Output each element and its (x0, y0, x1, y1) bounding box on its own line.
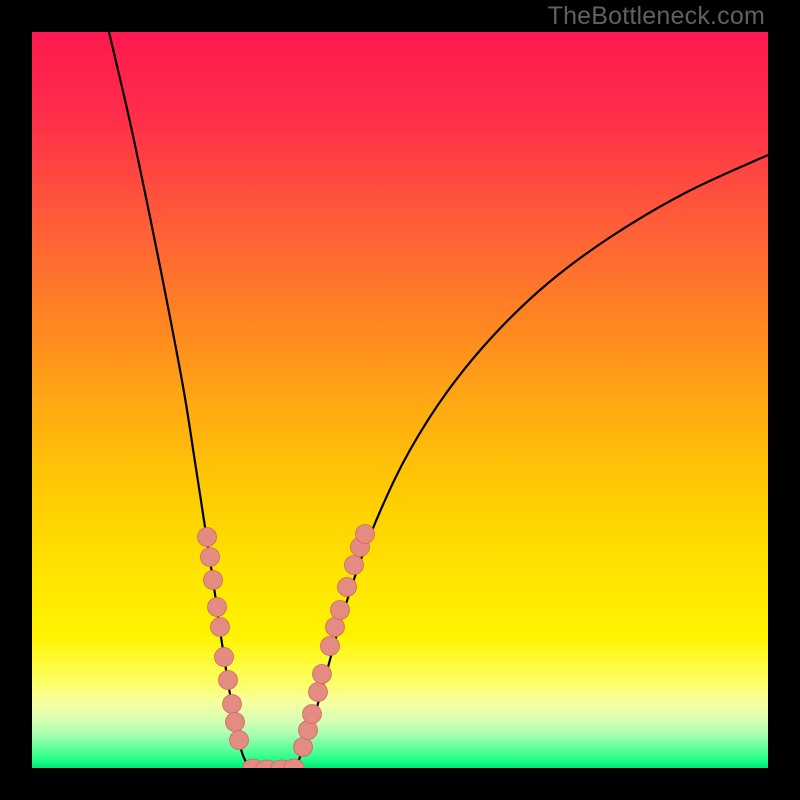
marker-left (226, 713, 245, 732)
marker-right (309, 683, 328, 702)
marker-right (345, 556, 364, 575)
plot-area (32, 32, 768, 768)
marker-right (313, 665, 332, 684)
bottleneck-curve (109, 32, 768, 768)
marker-left (219, 671, 238, 690)
marker-right (326, 618, 345, 637)
watermark-text: TheBottleneck.com (548, 2, 765, 31)
marker-right (294, 738, 313, 757)
marker-left (215, 648, 234, 667)
chart-overlay (32, 32, 768, 768)
marker-left (208, 598, 227, 617)
marker-right (321, 637, 340, 656)
marker-left (204, 571, 223, 590)
marker-right (356, 525, 375, 544)
marker-left (223, 695, 242, 714)
marker-right (331, 601, 350, 620)
marker-left (201, 548, 220, 567)
marker-bottom (284, 759, 304, 768)
marker-left (211, 618, 230, 637)
marker-left (230, 731, 249, 750)
marker-left (198, 528, 217, 547)
marker-right (338, 578, 357, 597)
marker-right (303, 705, 322, 724)
